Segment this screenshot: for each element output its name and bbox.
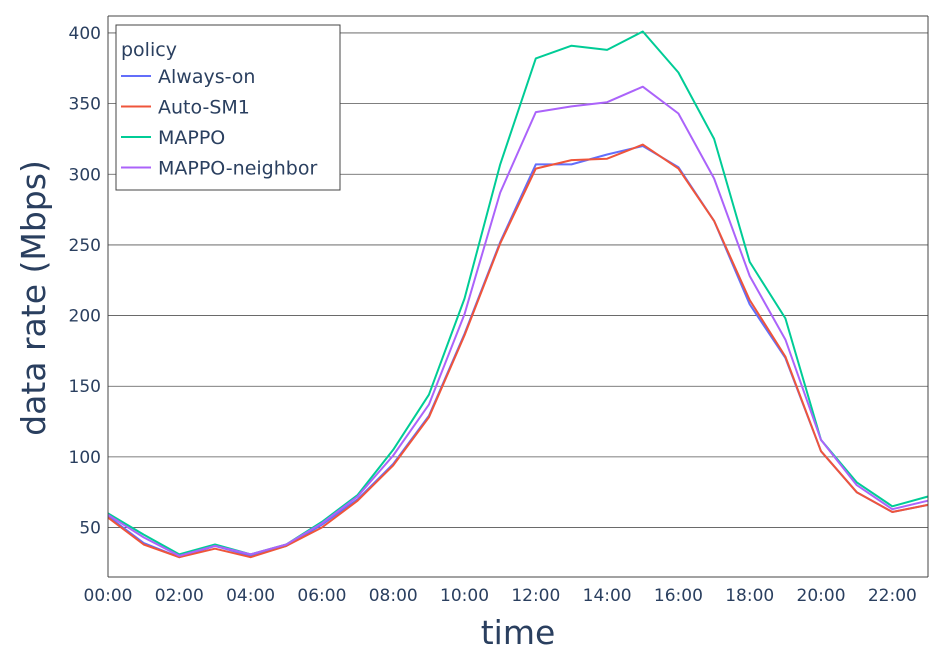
legend-box <box>115 24 341 191</box>
x-axis-ticks: 00:00 02:00 04:00 06:00 08:00 10:00 12:00 14:00… <box>84 586 917 606</box>
y-tick-label: 300 <box>69 165 101 185</box>
y-tick-label: 200 <box>69 307 101 327</box>
x-tick-label: 20:00 <box>797 586 846 606</box>
legend-item-always-on[interactable]: Always-on <box>121 66 255 88</box>
y-tick-label: 250 <box>69 236 101 256</box>
y-tick-label: 150 <box>69 377 101 397</box>
legend-label: Auto-SM1 <box>158 97 250 119</box>
x-tick-label: 14:00 <box>583 586 632 606</box>
legend-label: MAPPO-neighbor <box>158 158 317 180</box>
series-lines <box>107 30 929 559</box>
y-tick-label: 400 <box>69 24 101 44</box>
x-tick-label: 12:00 <box>511 586 560 606</box>
x-tick-label: 08:00 <box>369 586 418 606</box>
x-tick-label: 16:00 <box>654 586 703 606</box>
legend-items: Always-on Auto-SM1 MAPPO MAPPO-neighbor <box>121 66 317 180</box>
x-tick-label: 04:00 <box>226 586 275 606</box>
y-tick-label: 350 <box>69 95 101 115</box>
x-tick-label: 06:00 <box>297 586 346 606</box>
y-tick-label: 100 <box>69 448 101 468</box>
legend-title: policy <box>121 39 177 61</box>
x-tick-label: 22:00 <box>868 586 917 606</box>
y-tick-label: 50 <box>79 519 101 539</box>
legend-label: MAPPO <box>158 127 225 149</box>
legend-item-mappo[interactable]: MAPPO <box>121 127 225 149</box>
legend-item-auto-sm1[interactable]: Auto-SM1 <box>121 97 250 119</box>
legend[interactable]: policy Always-on Auto-SM1 MAPPO MAPPO-neigh… <box>115 24 341 191</box>
x-tick-label: 00:00 <box>84 586 133 606</box>
x-tick-label: 10:00 <box>440 586 489 606</box>
y-axis-title: data rate (Mbps) <box>14 160 53 436</box>
series-line-mappo-neighbor <box>107 85 929 557</box>
series-line-auto-sm1 <box>107 143 929 559</box>
legend-item-mappo-neighbor[interactable]: MAPPO-neighbor <box>121 158 317 180</box>
x-tick-label: 18:00 <box>725 586 774 606</box>
x-tick-label: 02:00 <box>155 586 204 606</box>
x-axis-title: time <box>481 613 556 651</box>
y-axis-ticks: 50 100 150 200 250 300 350 400 <box>69 24 101 539</box>
legend-label: Always-on <box>158 66 255 88</box>
